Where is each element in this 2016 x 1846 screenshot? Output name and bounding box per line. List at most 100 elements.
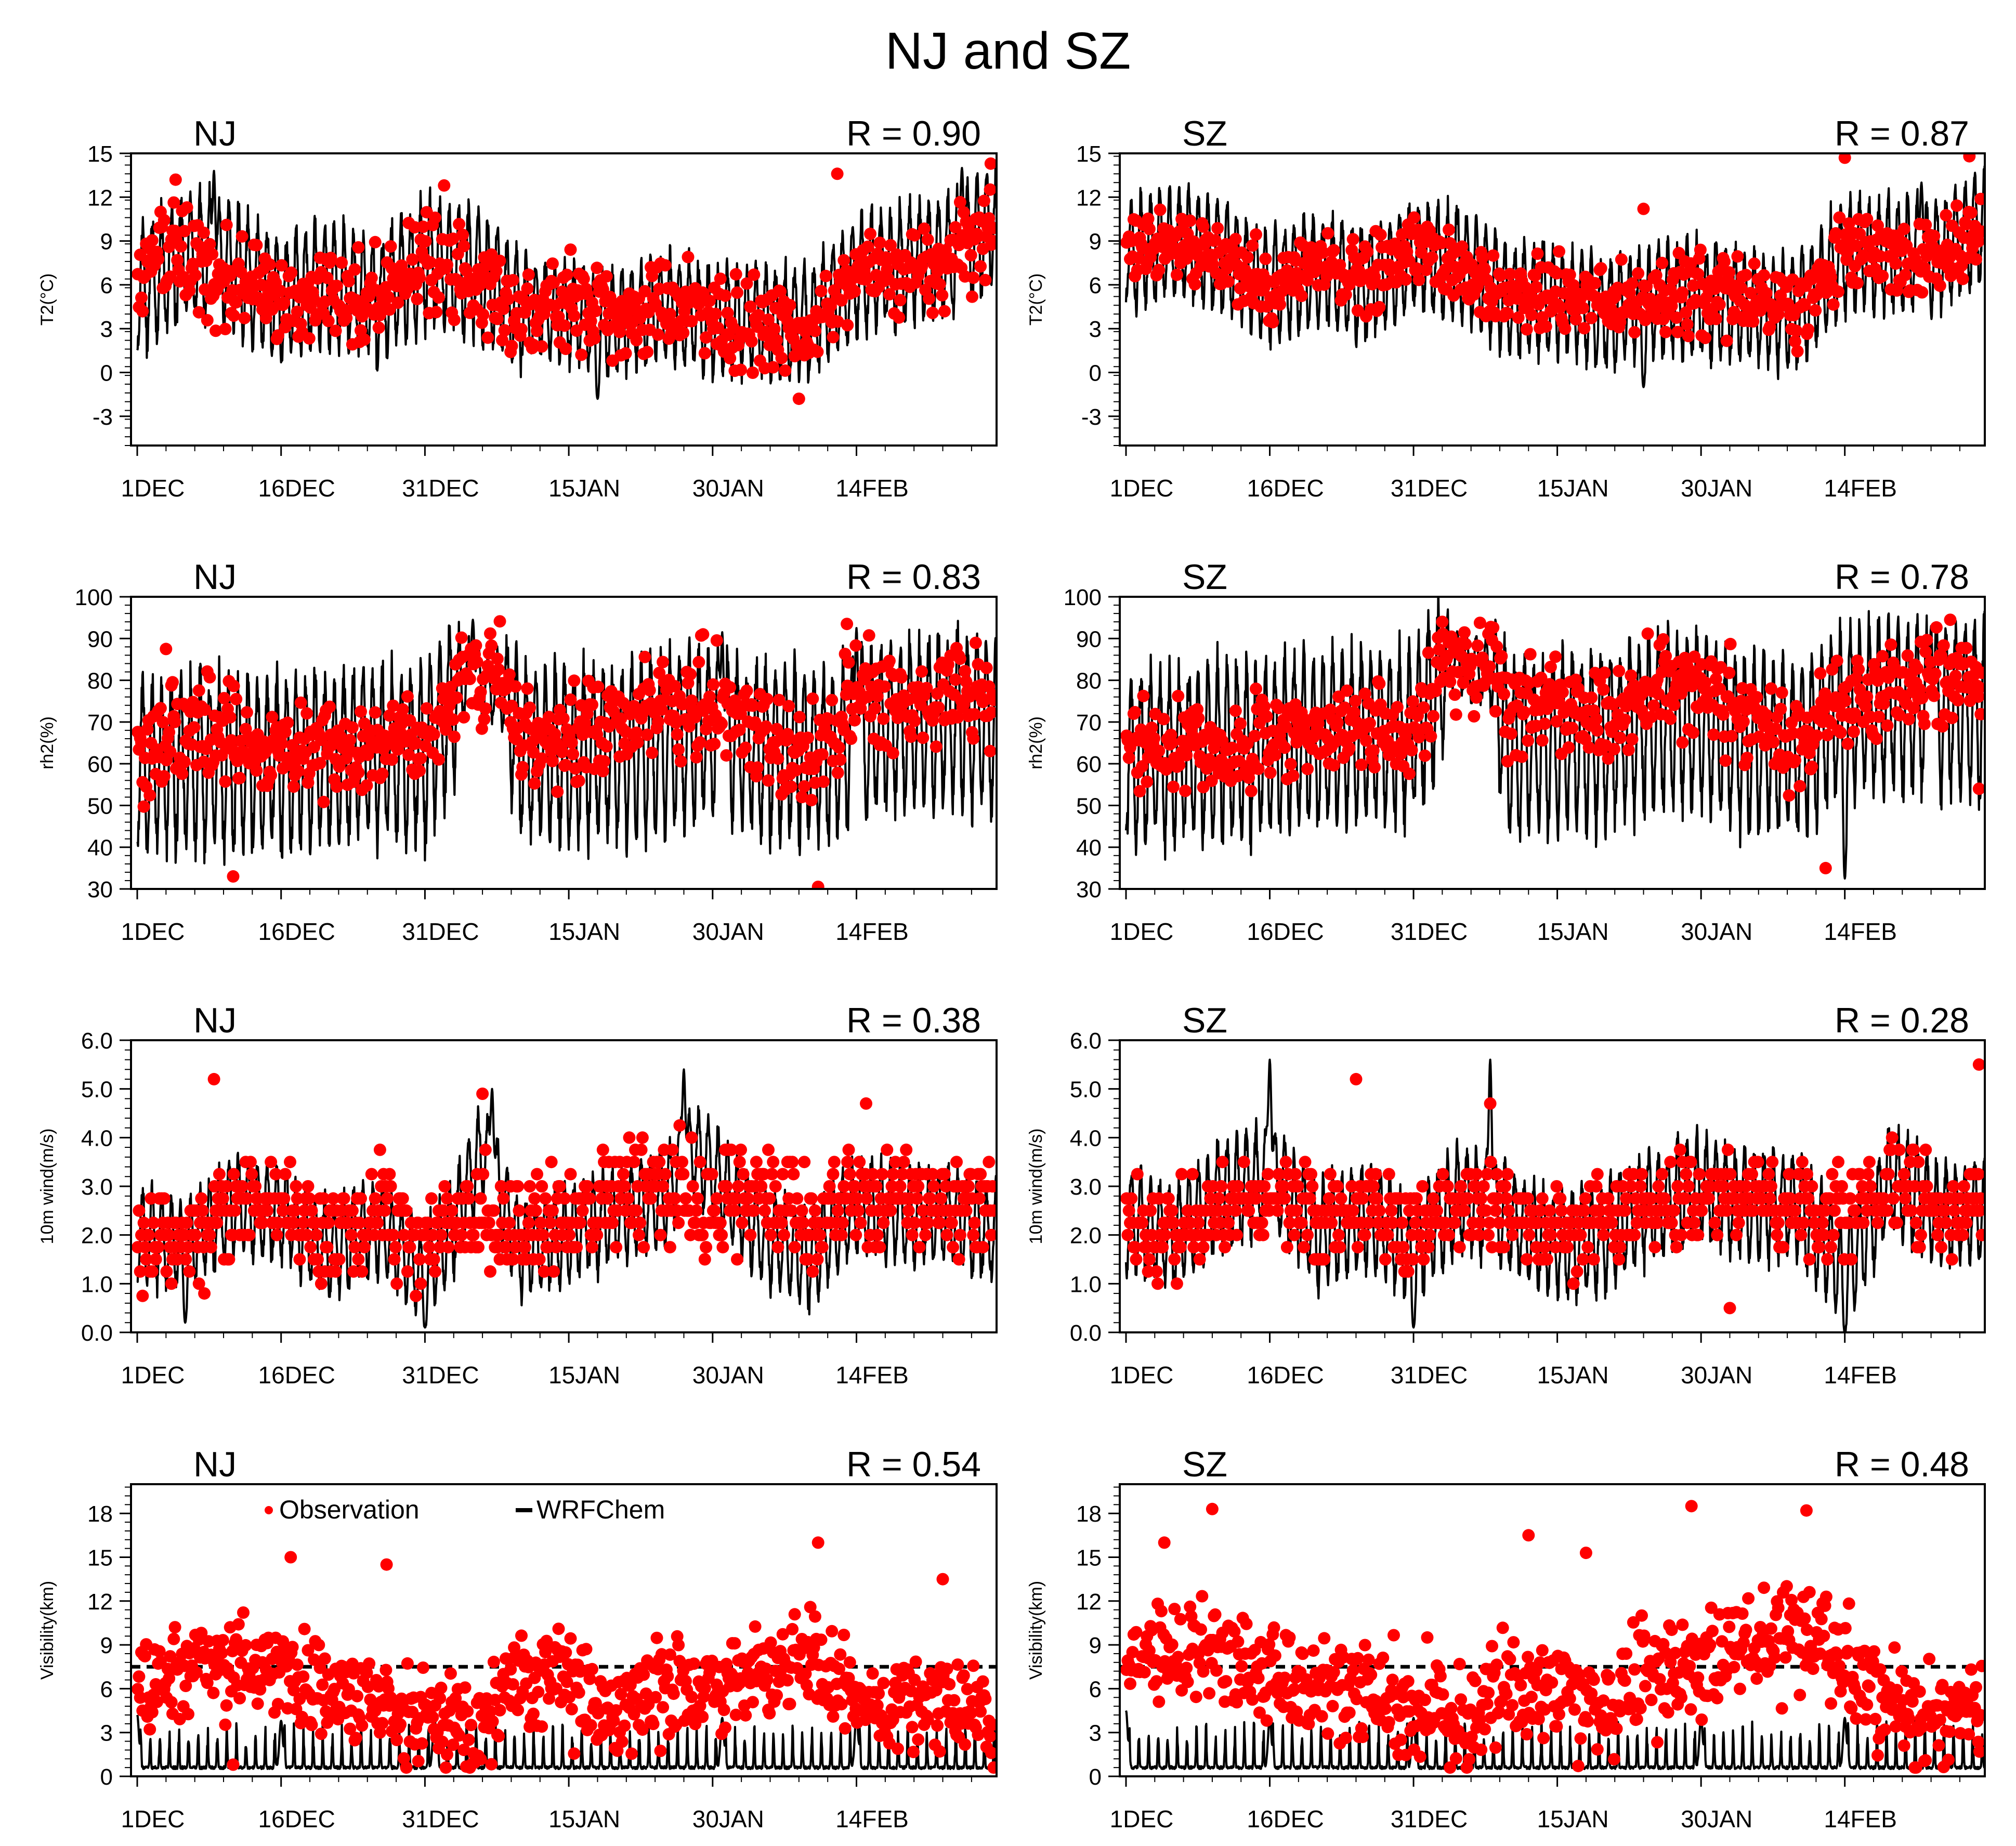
observation-point bbox=[1952, 693, 1965, 706]
observation-point bbox=[1490, 1168, 1503, 1181]
observation-point bbox=[1763, 1192, 1776, 1205]
observation-point bbox=[1400, 245, 1413, 258]
observation-point bbox=[848, 714, 861, 727]
observation-point bbox=[767, 1156, 780, 1169]
observation-point bbox=[1682, 330, 1695, 343]
observation-point bbox=[1972, 1168, 1985, 1181]
observation-point bbox=[1665, 1216, 1678, 1229]
x-tick-label: 30JAN bbox=[692, 1805, 764, 1832]
observation-point bbox=[371, 1216, 384, 1229]
observation-point bbox=[391, 296, 404, 309]
observation-point bbox=[1531, 247, 1544, 260]
observation-point bbox=[384, 240, 397, 253]
observation-point bbox=[672, 743, 685, 756]
observation-point bbox=[873, 237, 886, 250]
observation-point bbox=[659, 1168, 672, 1181]
observation-point bbox=[960, 675, 973, 688]
observation-point bbox=[933, 278, 946, 291]
observation-point bbox=[1703, 1192, 1716, 1205]
observation-point bbox=[591, 1228, 604, 1241]
observation-point bbox=[1487, 249, 1500, 262]
observation-point bbox=[835, 294, 848, 307]
y-tick-label: 6 bbox=[100, 273, 113, 298]
observation-point bbox=[1890, 1216, 1903, 1229]
observation-point bbox=[1724, 637, 1737, 650]
x-tick-label: 16DEC bbox=[258, 1805, 335, 1832]
y-tick-label: 9 bbox=[100, 229, 113, 255]
observation-point bbox=[708, 738, 721, 750]
observation-point bbox=[1939, 1204, 1952, 1217]
observation-point bbox=[926, 306, 939, 319]
observation-point bbox=[522, 1216, 535, 1229]
observation-point bbox=[1772, 1216, 1785, 1229]
observation-point bbox=[1373, 1204, 1386, 1217]
observation-point bbox=[1628, 1228, 1641, 1241]
observation-point bbox=[1427, 710, 1440, 723]
observation-point bbox=[353, 1216, 366, 1229]
r-value-label: R = 0.28 bbox=[1835, 1001, 1969, 1040]
observation-point bbox=[1766, 1156, 1779, 1169]
observation-point bbox=[543, 711, 555, 724]
y-tick-label: 12 bbox=[1076, 185, 1102, 211]
observation-point bbox=[1544, 1228, 1557, 1241]
observation-point bbox=[1614, 1241, 1627, 1254]
observation-point bbox=[967, 271, 980, 284]
r-value-label: R = 0.38 bbox=[846, 1001, 981, 1040]
observation-point bbox=[492, 1228, 505, 1241]
observation-point bbox=[974, 260, 987, 273]
observation-point bbox=[284, 1156, 296, 1169]
observation-point bbox=[1834, 726, 1847, 739]
observation-point bbox=[703, 690, 716, 703]
observation-point bbox=[1945, 712, 1958, 725]
observation-point bbox=[613, 325, 626, 338]
observation-point bbox=[1656, 256, 1669, 269]
observation-point bbox=[1258, 1180, 1271, 1193]
plot-area bbox=[1120, 1058, 1985, 1332]
station-label: SZ bbox=[1182, 1001, 1227, 1040]
observation-point bbox=[586, 698, 598, 711]
observation-point bbox=[329, 1265, 342, 1278]
observation-point bbox=[356, 1265, 369, 1278]
x-tick-label: 30JAN bbox=[1681, 1361, 1752, 1389]
observation-point bbox=[646, 747, 659, 760]
observation-point bbox=[1681, 318, 1694, 331]
observation-point bbox=[910, 1192, 923, 1205]
observation-point bbox=[1550, 715, 1563, 728]
observation-point bbox=[1587, 1253, 1600, 1266]
observation-point bbox=[783, 299, 796, 311]
observation-point bbox=[1884, 638, 1897, 651]
observation-point bbox=[1771, 1228, 1784, 1241]
observation-point bbox=[1720, 334, 1733, 347]
y-tick-label: 80 bbox=[87, 669, 113, 694]
observation-point bbox=[1801, 1168, 1813, 1181]
observation-point bbox=[1919, 645, 1932, 658]
observation-point bbox=[1648, 1241, 1661, 1254]
observation-point bbox=[403, 1241, 416, 1254]
observation-point bbox=[474, 1192, 487, 1205]
observation-point bbox=[1360, 734, 1372, 747]
observation-point bbox=[143, 789, 156, 802]
observation-point bbox=[596, 765, 609, 778]
observation-point bbox=[503, 668, 516, 681]
observation-point bbox=[164, 745, 177, 758]
observation-point bbox=[1324, 703, 1337, 716]
y-tick-label: 5.0 bbox=[81, 1077, 113, 1103]
x-tick-label: 1DEC bbox=[1110, 918, 1174, 945]
observation-point bbox=[1219, 1241, 1232, 1254]
observation-point bbox=[535, 752, 548, 765]
observation-point bbox=[369, 235, 382, 248]
observation-point bbox=[815, 284, 828, 297]
observation-point bbox=[1974, 1192, 1985, 1205]
observation-point bbox=[953, 1228, 966, 1241]
observation-point bbox=[923, 292, 935, 305]
observation-point bbox=[669, 680, 682, 692]
observation-point bbox=[745, 335, 758, 348]
observation-point bbox=[906, 1228, 919, 1241]
observation-point bbox=[630, 726, 643, 739]
observation-point bbox=[798, 780, 811, 793]
observation-point bbox=[1582, 741, 1595, 754]
observation-point bbox=[256, 1216, 269, 1229]
y-tick-label: 90 bbox=[1076, 626, 1102, 652]
observation-point bbox=[951, 711, 964, 724]
